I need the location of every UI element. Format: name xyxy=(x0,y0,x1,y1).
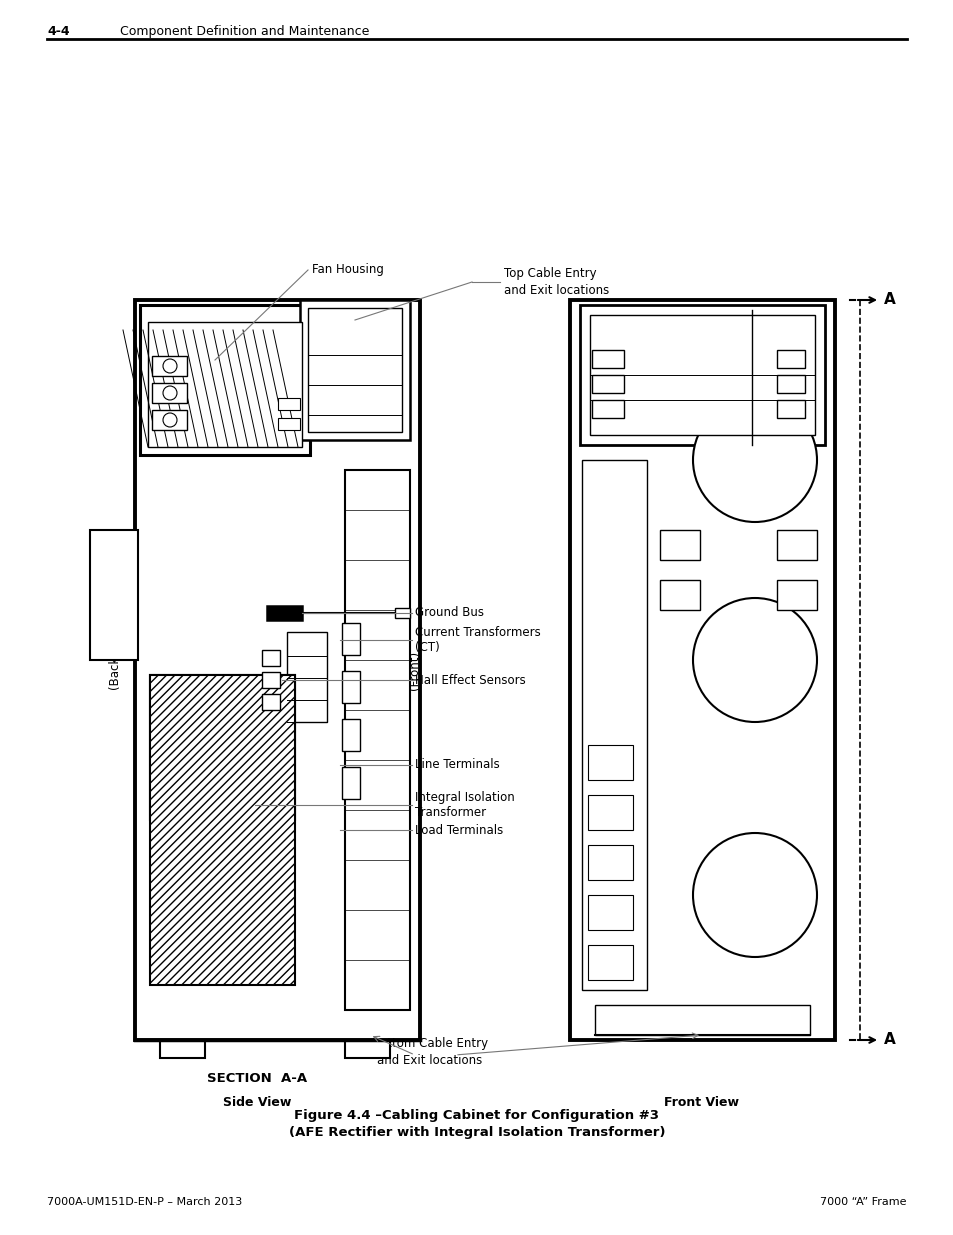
Text: Top Cable Entry
and Exit locations: Top Cable Entry and Exit locations xyxy=(503,268,609,296)
Bar xyxy=(341,671,359,703)
Text: 2W: 2W xyxy=(596,404,614,414)
Bar xyxy=(262,694,280,710)
Text: A: A xyxy=(883,1032,895,1047)
Text: Hall Effect Sensors: Hall Effect Sensors xyxy=(415,673,525,687)
Bar xyxy=(341,622,359,655)
Bar xyxy=(587,845,633,881)
Text: 4-4: 4-4 xyxy=(47,25,70,38)
Bar xyxy=(569,300,834,1040)
Bar xyxy=(592,350,623,368)
Text: Load Terminals: Load Terminals xyxy=(415,824,503,836)
Bar xyxy=(262,672,280,688)
Text: Figure 4.4 –Cabling Cabinet for Configuration #3: Figure 4.4 –Cabling Cabinet for Configur… xyxy=(294,1109,659,1123)
Text: Bottom Cable Entry
and Exit locations: Bottom Cable Entry and Exit locations xyxy=(372,1037,488,1067)
Bar xyxy=(587,745,633,781)
Bar xyxy=(152,356,187,375)
Bar xyxy=(90,530,138,659)
Bar xyxy=(579,305,824,445)
Text: Side View: Side View xyxy=(223,1095,291,1109)
Circle shape xyxy=(692,398,816,522)
Bar xyxy=(592,400,623,417)
Text: Line Terminals: Line Terminals xyxy=(415,758,499,772)
Bar xyxy=(587,895,633,930)
Bar xyxy=(150,676,294,986)
Text: 7000A-UM151D-EN-P – March 2013: 7000A-UM151D-EN-P – March 2013 xyxy=(47,1197,242,1207)
Bar xyxy=(587,795,633,830)
Bar xyxy=(395,608,410,618)
Bar xyxy=(277,398,299,410)
Text: (AFE Rectifier with Integral Isolation Transformer): (AFE Rectifier with Integral Isolation T… xyxy=(289,1126,664,1139)
Bar xyxy=(589,315,814,435)
Bar xyxy=(345,1040,390,1058)
Bar xyxy=(150,676,294,820)
Bar xyxy=(595,1005,809,1035)
Text: SECTION  A-A: SECTION A-A xyxy=(207,1072,307,1084)
Bar xyxy=(587,945,633,981)
Text: 7000 “A” Frame: 7000 “A” Frame xyxy=(820,1197,906,1207)
Bar xyxy=(299,300,410,440)
Bar xyxy=(140,305,310,454)
Text: (Back): (Back) xyxy=(109,651,121,689)
Bar xyxy=(341,767,359,799)
Circle shape xyxy=(163,412,177,427)
Bar xyxy=(581,459,646,990)
Text: W: W xyxy=(784,404,797,414)
Bar xyxy=(776,400,804,417)
Text: 2V: 2V xyxy=(596,379,611,389)
Bar xyxy=(160,1040,205,1058)
Text: A: A xyxy=(883,293,895,308)
Bar xyxy=(267,606,302,620)
Bar xyxy=(776,375,804,393)
Text: (Front): (Front) xyxy=(408,651,421,689)
Text: Front View: Front View xyxy=(664,1095,739,1109)
Bar xyxy=(148,322,302,447)
Bar xyxy=(345,471,410,1010)
Bar xyxy=(341,719,359,751)
Bar xyxy=(659,530,700,559)
Bar xyxy=(776,580,816,610)
Text: Current Transformers
(CT): Current Transformers (CT) xyxy=(415,625,540,655)
Bar xyxy=(776,530,816,559)
Text: Fan Housing: Fan Housing xyxy=(312,263,383,277)
Bar xyxy=(262,650,280,666)
Bar xyxy=(152,383,187,403)
Bar xyxy=(287,632,327,722)
Text: U: U xyxy=(784,354,793,364)
Circle shape xyxy=(692,598,816,722)
Circle shape xyxy=(163,359,177,373)
Bar xyxy=(776,350,804,368)
Bar xyxy=(135,300,419,1040)
Text: 2U: 2U xyxy=(596,354,611,364)
Bar xyxy=(277,417,299,430)
Bar xyxy=(592,375,623,393)
Circle shape xyxy=(163,387,177,400)
Bar xyxy=(659,580,700,610)
Text: V: V xyxy=(784,379,793,389)
Bar xyxy=(152,410,187,430)
Text: Ground Bus: Ground Bus xyxy=(415,606,483,620)
Bar xyxy=(308,308,401,432)
Circle shape xyxy=(692,832,816,957)
Text: Component Definition and Maintenance: Component Definition and Maintenance xyxy=(120,25,369,38)
Text: Integral Isolation
Transformer: Integral Isolation Transformer xyxy=(415,790,515,820)
